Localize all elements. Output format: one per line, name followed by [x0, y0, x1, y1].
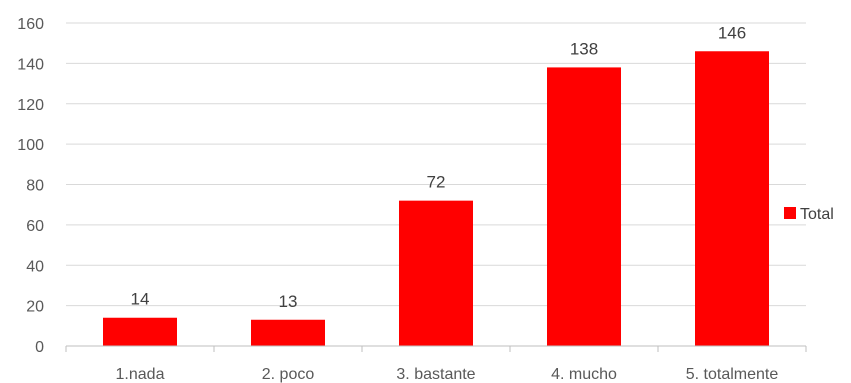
y-tick-label: 120	[17, 97, 44, 114]
x-tick-label: 1.nada	[116, 366, 165, 383]
y-tick-label: 160	[17, 16, 44, 33]
bar	[695, 51, 769, 346]
data-label: 13	[279, 292, 298, 311]
bar	[251, 319, 325, 346]
data-label: 146	[718, 23, 746, 42]
x-tick-label: 3. bastante	[396, 366, 475, 383]
y-tick-label: 0	[35, 339, 44, 356]
x-tick-label: 5. totalmente	[686, 366, 779, 383]
bar	[103, 317, 177, 346]
axes	[65, 345, 807, 352]
labels: 0 20 40 60 80 100 120 140 160 14 1.nada 13 2. poco 72…	[17, 16, 778, 383]
bars	[103, 51, 769, 346]
data-label: 72	[427, 173, 446, 192]
legend-label: Total	[800, 206, 834, 223]
data-label: 138	[570, 39, 598, 58]
y-tick-label: 60	[26, 218, 44, 235]
bar	[547, 67, 621, 346]
y-tick-label: 100	[17, 137, 44, 154]
x-tick-label: 4. mucho	[551, 366, 617, 383]
data-label: 14	[131, 290, 150, 309]
y-tick-label: 40	[26, 258, 44, 275]
bar	[399, 200, 473, 346]
legend-swatch	[784, 207, 796, 219]
y-tick-label: 80	[26, 178, 44, 195]
legend: Total	[784, 206, 834, 223]
y-tick-label: 140	[17, 56, 44, 73]
x-tick-label: 2. poco	[262, 366, 315, 383]
y-tick-label: 20	[26, 299, 44, 316]
